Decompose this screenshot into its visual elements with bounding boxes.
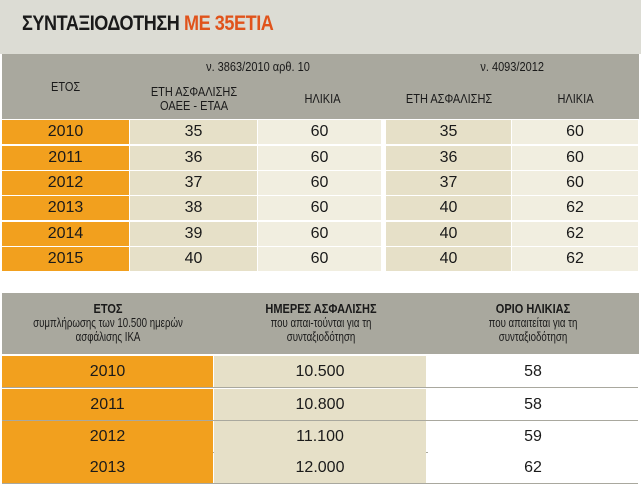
- table1-row-years1: 37: [130, 171, 257, 195]
- table2-col-year: ΕΤΟΣ συμπλήρωσης των 10.500 ημερών ασφάλ…: [4, 296, 212, 350]
- table1-col-years1-label: ΕΤΗ ΑΣΦΑΛΙΣΗΣ ΟΑΕΕ - ΕΤΑΑ: [150, 85, 238, 113]
- table2-row-divider: [2, 483, 638, 484]
- table1-col-years2-label: ΕΤΗ ΑΣΦΑΛΙΣΗΣ: [405, 92, 493, 106]
- table1-row-years1: 38: [130, 196, 257, 220]
- table2-row-age: 58: [428, 389, 638, 420]
- table1-row-age2: 60: [512, 120, 638, 144]
- table2-row-year: 2011: [2, 389, 213, 420]
- table2-col-age-bold: ΟΡΙΟ ΗΛΙΚΙΑΣ: [495, 302, 571, 316]
- table1-law1-label: ν. 3863/2010 αρθ. 10: [206, 60, 310, 74]
- table1-row-year: 2014: [2, 222, 129, 246]
- table1-col-years2: ΕΤΗ ΑΣΦΑΛΙΣΗΣ: [386, 80, 512, 118]
- table2-row-days: 11.100: [214, 421, 426, 452]
- title-black: ΣΥΝΤΑΞΙΟΔΟΤΗΣΗ: [22, 12, 180, 35]
- table1-row-years2: 40: [386, 247, 511, 271]
- table1-row-years2: 40: [386, 196, 511, 220]
- table1-row-years1: 36: [130, 146, 257, 170]
- title-orange: ΜΕ 35ΕΤΙΑ: [183, 12, 274, 35]
- table2-col-year-bold: ΕΤΟΣ: [93, 302, 123, 316]
- table1-law2-label: ν. 4093/2012: [480, 60, 544, 74]
- table2-col-days: ΗΜΕΡΕΣ ΑΣΦΑΛΙΣΗΣ που απαι-τούνται για τη…: [216, 296, 426, 350]
- table1-row-year: 2010: [2, 120, 129, 144]
- table1-row-age1: 60: [258, 171, 381, 195]
- table2-row-days: 10.500: [214, 356, 426, 387]
- table1-row-age2: 60: [512, 171, 638, 195]
- table2-row-age: 62: [428, 452, 638, 483]
- table1-law1: ν. 3863/2010 αρθ. 10: [130, 56, 386, 78]
- table1-row-years2: 40: [386, 222, 511, 246]
- table1-col-age2: ΗΛΙΚΙΑ: [512, 80, 638, 118]
- table1-row-years2: 37: [386, 171, 511, 195]
- table1-row-years1: 40: [130, 247, 257, 271]
- table2-col-age: ΟΡΙΟ ΗΛΙΚΙΑΣ που απαιτείται για τη συντα…: [430, 296, 636, 350]
- table2-col-days-bold: ΗΜΕΡΕΣ ΑΣΦΑΛΙΣΗΣ: [265, 302, 377, 316]
- table2-col-age-rest: που απαιτείται για τη συνταξιοδότηση: [488, 316, 578, 344]
- table2-row-days: 10.800: [214, 389, 426, 420]
- table1-row-years1: 39: [130, 222, 257, 246]
- table1-col-age1: ΗΛΙΚΙΑ: [258, 80, 386, 118]
- table1-row-years2: 35: [386, 120, 511, 144]
- table1-row-year: 2012: [2, 171, 129, 195]
- title-bar: ΣΥΝΤΑΞΙΟΔΟΤΗΣΗ ΜΕ 35ΕΤΙΑ: [0, 0, 641, 54]
- table2-col-year-rest: συμπλήρωσης των 10.500 ημερών ασφάλισης …: [33, 316, 183, 344]
- table2-row-year: 2012: [2, 421, 213, 452]
- table2-row-age: 58: [428, 356, 638, 387]
- table1-row-years1: 35: [130, 120, 257, 144]
- table1-year-header-label: ΕΤΟΣ: [51, 79, 81, 94]
- table2-col-age-label: ΟΡΙΟ ΗΛΙΚΙΑΣ που απαιτείται για τη συντα…: [442, 302, 623, 344]
- page-title: ΣΥΝΤΑΞΙΟΔΟΤΗΣΗ ΜΕ 35ΕΤΙΑ: [22, 12, 274, 36]
- table2-col-days-rest: που απαι-τούνται για τη συνταξιοδότηση: [270, 316, 372, 344]
- table1-row-age1: 60: [258, 120, 381, 144]
- table1-col-years1: ΕΤΗ ΑΣΦΑΛΙΣΗΣ ΟΑΕΕ - ΕΤΑΑ: [130, 80, 258, 118]
- table1-row-age2: 62: [512, 247, 638, 271]
- table2-row-age: 59: [428, 421, 638, 452]
- table2-col-days-label: ΗΜΕΡΕΣ ΑΣΦΑΛΙΣΗΣ που απαι-τούνται για τη…: [229, 302, 414, 344]
- table1-row-age2: 62: [512, 222, 638, 246]
- table1-row-years2: 36: [386, 146, 511, 170]
- table1-row-year: 2015: [2, 247, 129, 271]
- table2-row-divider: [2, 387, 638, 388]
- table1-col-age2-label: ΗΛΙΚΙΑ: [556, 92, 594, 106]
- table2-row-days: 12.000: [214, 452, 426, 483]
- table1-row-age1: 60: [258, 146, 381, 170]
- table2-row-year: 2010: [2, 356, 213, 387]
- table1-row-age1: 60: [258, 222, 381, 246]
- table1-row-age2: 60: [512, 146, 638, 170]
- table1-row-age1: 60: [258, 196, 381, 220]
- table1-col-age1-label: ΗΛΙΚΙΑ: [303, 92, 341, 106]
- table1-row-age2: 62: [512, 196, 638, 220]
- table2-row-divider: [2, 420, 638, 421]
- table1-row-year: 2011: [2, 146, 129, 170]
- table2-row-year: 2013: [2, 452, 213, 483]
- table2-col-year-label: ΕΤΟΣ συμπλήρωσης των 10.500 ημερών ασφάλ…: [16, 302, 199, 344]
- table1-row-age1: 60: [258, 247, 381, 271]
- table1-year-header: ΕΤΟΣ: [2, 54, 130, 119]
- table1-row-year: 2013: [2, 196, 129, 220]
- table1-law2: ν. 4093/2012: [386, 56, 638, 78]
